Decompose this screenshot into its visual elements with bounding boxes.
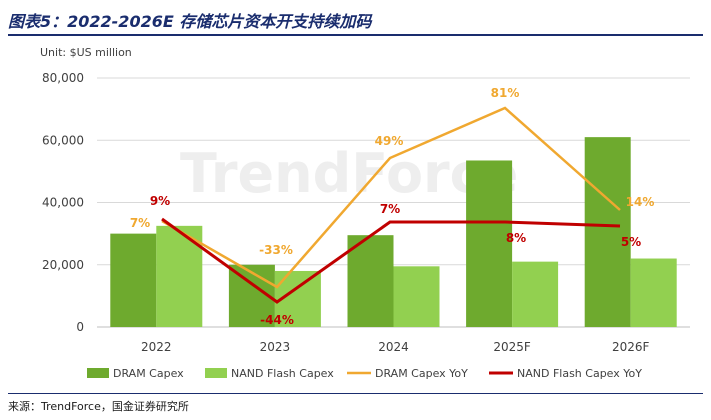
dram-yoy-line xyxy=(161,106,621,289)
dram-capex-bar xyxy=(347,235,394,327)
y-tick-label: 60,000 xyxy=(42,133,84,147)
y-axis-ticks: 0 20,000 40,000 60,000 80,000 xyxy=(42,71,84,334)
y-tick-label: 20,000 xyxy=(42,258,84,272)
legend-label: NAND Flash Capex YoY xyxy=(517,367,642,380)
legend-swatch xyxy=(205,368,227,378)
watermark-text: TrendForce xyxy=(180,142,518,205)
nand-capex-bar xyxy=(512,261,559,327)
y-tick-label: 0 xyxy=(76,320,84,334)
legend-label: NAND Flash Capex xyxy=(231,367,334,380)
dram-capex-bar xyxy=(110,233,157,327)
chart-title: 图表5：2022-2026E 存储芯片资本开支持续加码 xyxy=(8,8,703,36)
yoy-lines xyxy=(161,106,621,304)
legend-label: DRAM Capex xyxy=(113,367,184,380)
y-tick-label: 80,000 xyxy=(42,71,84,85)
x-axis-ticks: 2022 2023 2024 2025F 2026F xyxy=(141,340,649,354)
x-tick-label: 2023 xyxy=(260,340,291,354)
legend: DRAM Capex NAND Flash Capex DRAM Capex YoY… xyxy=(87,367,642,380)
dram-yoy-label: 7% xyxy=(130,216,150,230)
bars xyxy=(110,137,677,327)
unit-label: Unit: $US million xyxy=(40,46,132,59)
dram-yoy-label: 81% xyxy=(491,86,520,100)
dram-yoy-label: 49% xyxy=(375,134,404,148)
nand-yoy-line xyxy=(161,217,621,304)
dram-yoy-label: -33% xyxy=(259,243,293,257)
y-tick-label: 40,000 xyxy=(42,196,84,210)
nand-capex-bar xyxy=(630,258,677,327)
nand-yoy-label: 5% xyxy=(621,235,641,249)
x-tick-label: 2022 xyxy=(141,340,172,354)
source-note: 来源：TrendForce，国金证券研究所 xyxy=(8,393,703,417)
nand-yoy-label: 7% xyxy=(380,202,400,216)
nand-yoy-label: 8% xyxy=(506,231,526,245)
nand-yoy-label: 9% xyxy=(150,194,170,208)
nand-yoy-label: -44% xyxy=(260,313,294,327)
dram-yoy-label: 14% xyxy=(626,195,655,209)
legend-label: DRAM Capex YoY xyxy=(375,367,468,380)
x-tick-label: 2026F xyxy=(612,340,650,354)
nand-capex-bar xyxy=(393,266,440,327)
dram-capex-bar xyxy=(466,160,513,327)
x-tick-label: 2025F xyxy=(493,340,531,354)
x-tick-label: 2024 xyxy=(378,340,409,354)
dram-capex-bar xyxy=(584,137,631,327)
legend-swatch xyxy=(87,368,109,378)
data-labels: 7% -33% 49% 81% 14% 9% -44% 7% 8% 5% xyxy=(130,86,655,327)
